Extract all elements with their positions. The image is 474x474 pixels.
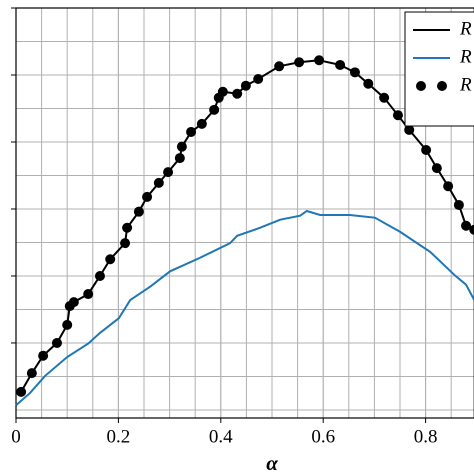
dot xyxy=(94,270,105,281)
dot xyxy=(163,167,174,178)
dot xyxy=(142,191,153,202)
legend-label: R xyxy=(459,46,472,67)
dot xyxy=(232,88,243,99)
dot xyxy=(217,86,228,97)
dot xyxy=(431,163,442,174)
dot xyxy=(105,254,116,265)
dot xyxy=(51,337,62,348)
dot xyxy=(421,145,432,156)
dot xyxy=(26,368,37,379)
dot xyxy=(68,297,79,308)
dot xyxy=(253,74,264,85)
plot-frame xyxy=(15,7,474,419)
x-axis-label: α xyxy=(266,451,278,474)
dot xyxy=(335,59,346,70)
dot xyxy=(469,224,474,235)
dot xyxy=(153,177,164,188)
legend-label: R xyxy=(459,74,472,95)
dot xyxy=(314,55,325,66)
dot xyxy=(240,80,251,91)
dot xyxy=(196,118,207,129)
legend-label: R xyxy=(459,18,472,39)
dot xyxy=(209,104,220,115)
dot xyxy=(133,206,144,217)
dot xyxy=(461,220,472,231)
x-tick-label: 0.8 xyxy=(414,426,438,447)
dot xyxy=(120,238,131,249)
dot xyxy=(443,181,454,192)
dot xyxy=(122,222,133,233)
dot xyxy=(186,126,197,137)
dot xyxy=(38,350,49,361)
dot xyxy=(83,289,94,300)
x-tick-label: 0.6 xyxy=(311,426,335,447)
dot xyxy=(404,124,415,135)
x-tick-label: 0 xyxy=(11,426,21,447)
legend-dot xyxy=(416,81,426,91)
dot xyxy=(16,386,27,397)
dot xyxy=(294,57,305,68)
x-tick-label: 0.4 xyxy=(209,426,233,447)
dot xyxy=(62,319,73,330)
dot xyxy=(453,199,464,210)
dot xyxy=(392,110,403,121)
line xyxy=(15,209,474,407)
dot xyxy=(274,61,285,72)
dot xyxy=(363,78,374,89)
x-tick-label: 0.2 xyxy=(107,426,131,447)
dot xyxy=(349,67,360,78)
dot xyxy=(174,153,185,164)
legend-dot xyxy=(437,81,447,91)
dot xyxy=(176,141,187,152)
dot xyxy=(379,92,390,103)
